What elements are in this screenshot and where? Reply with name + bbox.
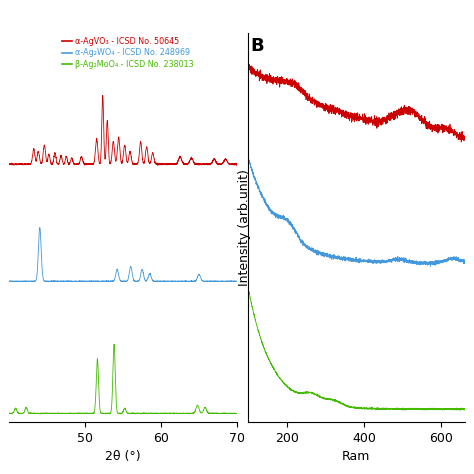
Legend: α-AgVO₃ - ICSD No. 50645, α-Ag₂WO₄ - ICSD No. 248969, β-Ag₂MoO₄ - ICSD No. 23801: α-AgVO₃ - ICSD No. 50645, α-Ag₂WO₄ - ICS… [59,33,197,73]
Text: Intensity (arb.unit): Intensity (arb.unit) [237,169,251,286]
X-axis label: 2θ (°): 2θ (°) [105,450,141,463]
Text: B: B [250,37,264,55]
X-axis label: Ram: Ram [342,450,370,463]
